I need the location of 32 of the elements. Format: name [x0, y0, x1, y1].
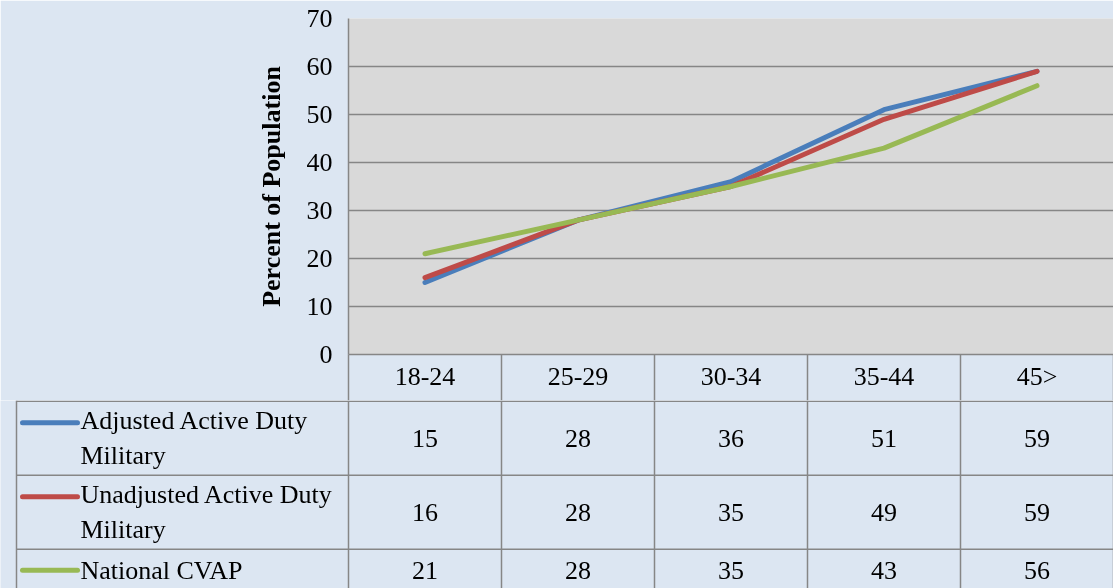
y-tick-label: 0	[319, 340, 333, 369]
data-label: 43	[871, 555, 897, 585]
data-label: 49	[871, 497, 897, 527]
data-label: 16	[412, 497, 438, 527]
data-label: 28	[565, 423, 591, 453]
y-tick-label: 70	[306, 4, 333, 33]
data-label: 35	[718, 497, 744, 527]
data-label: 36	[718, 423, 744, 453]
x-tick-label: 35-44	[853, 361, 915, 391]
y-tick-label: 30	[306, 196, 333, 225]
x-tick-label: 18-24	[394, 361, 456, 391]
x-tick-label: 45>	[1016, 361, 1058, 391]
x-tick-label: 30-34	[700, 361, 762, 391]
legend-label: Unadjusted Active Duty Military	[80, 480, 332, 545]
y-tick-label: 50	[306, 100, 333, 129]
data-label: 15	[412, 423, 438, 453]
y-tick-label: 60	[306, 52, 333, 81]
data-label: 51	[871, 423, 897, 453]
legend-label: National CVAP	[80, 555, 243, 585]
data-label: 59	[1024, 423, 1050, 453]
data-label: 28	[565, 555, 591, 585]
y-axis-title: Percent of Population	[256, 65, 286, 307]
data-label: 59	[1024, 497, 1050, 527]
x-tick-label: 25-29	[547, 361, 609, 391]
data-label: 35	[718, 555, 744, 585]
y-tick-label: 20	[306, 244, 333, 273]
data-label: 21	[412, 555, 438, 585]
data-label: 56	[1024, 555, 1050, 585]
y-tick-label: 10	[306, 292, 333, 321]
legend-label: Adjusted Active Duty Military	[80, 406, 308, 471]
y-tick-label: 40	[306, 148, 333, 177]
data-label: 28	[565, 497, 591, 527]
